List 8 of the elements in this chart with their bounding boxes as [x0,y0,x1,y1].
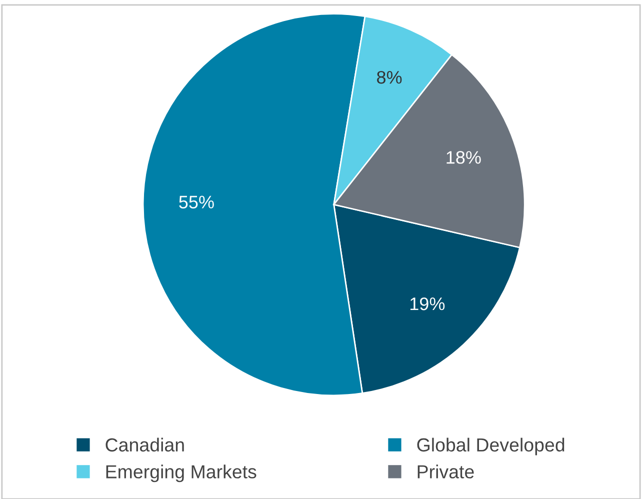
legend-label: Emerging Markets [106,464,256,482]
legend-label: Global Developed [417,438,564,456]
data-label: 18% [446,151,481,164]
data-label: 8% [377,70,402,84]
legend-label: Canadian [106,438,184,452]
legend-label: Private [418,464,474,478]
data-label: 55% [179,196,214,208]
data-label: 19% [410,297,445,310]
